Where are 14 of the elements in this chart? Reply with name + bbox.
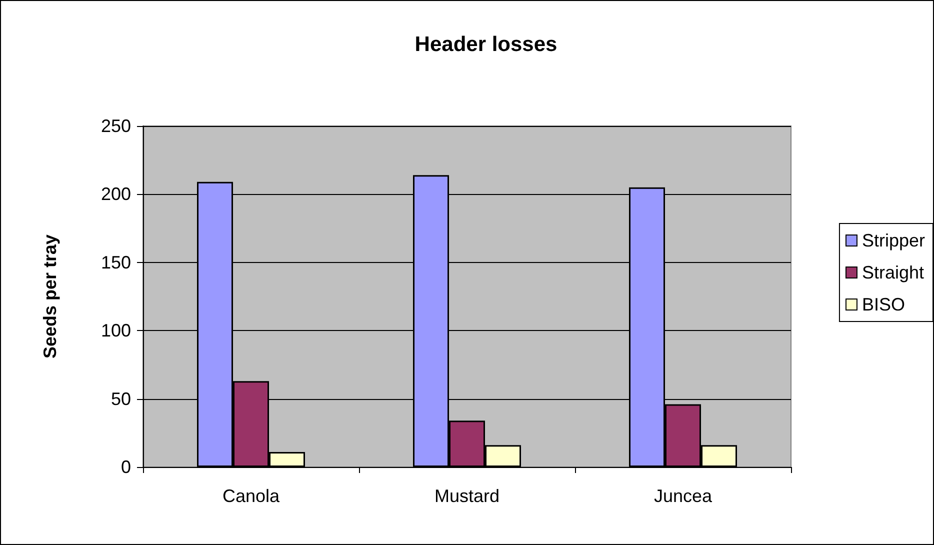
legend-label: Straight bbox=[862, 262, 924, 282]
legend-label: Stripper bbox=[862, 230, 926, 250]
y-tick-label: 250 bbox=[100, 116, 131, 136]
y-tick-label: 0 bbox=[120, 457, 131, 477]
y-tick-label: 50 bbox=[110, 388, 131, 409]
y-axis-title: Seeds per tray bbox=[40, 234, 60, 359]
legend-label: BISO bbox=[862, 294, 905, 314]
y-tick-label: 100 bbox=[100, 320, 131, 341]
x-tick-label: Juncea bbox=[654, 486, 714, 506]
x-tick-label: Canola bbox=[222, 486, 281, 506]
y-tick-label: 200 bbox=[100, 184, 131, 204]
x-tick-label: Mustard bbox=[434, 486, 500, 506]
y-tick-label: 150 bbox=[100, 252, 131, 272]
chart-title: Header losses bbox=[414, 33, 558, 56]
